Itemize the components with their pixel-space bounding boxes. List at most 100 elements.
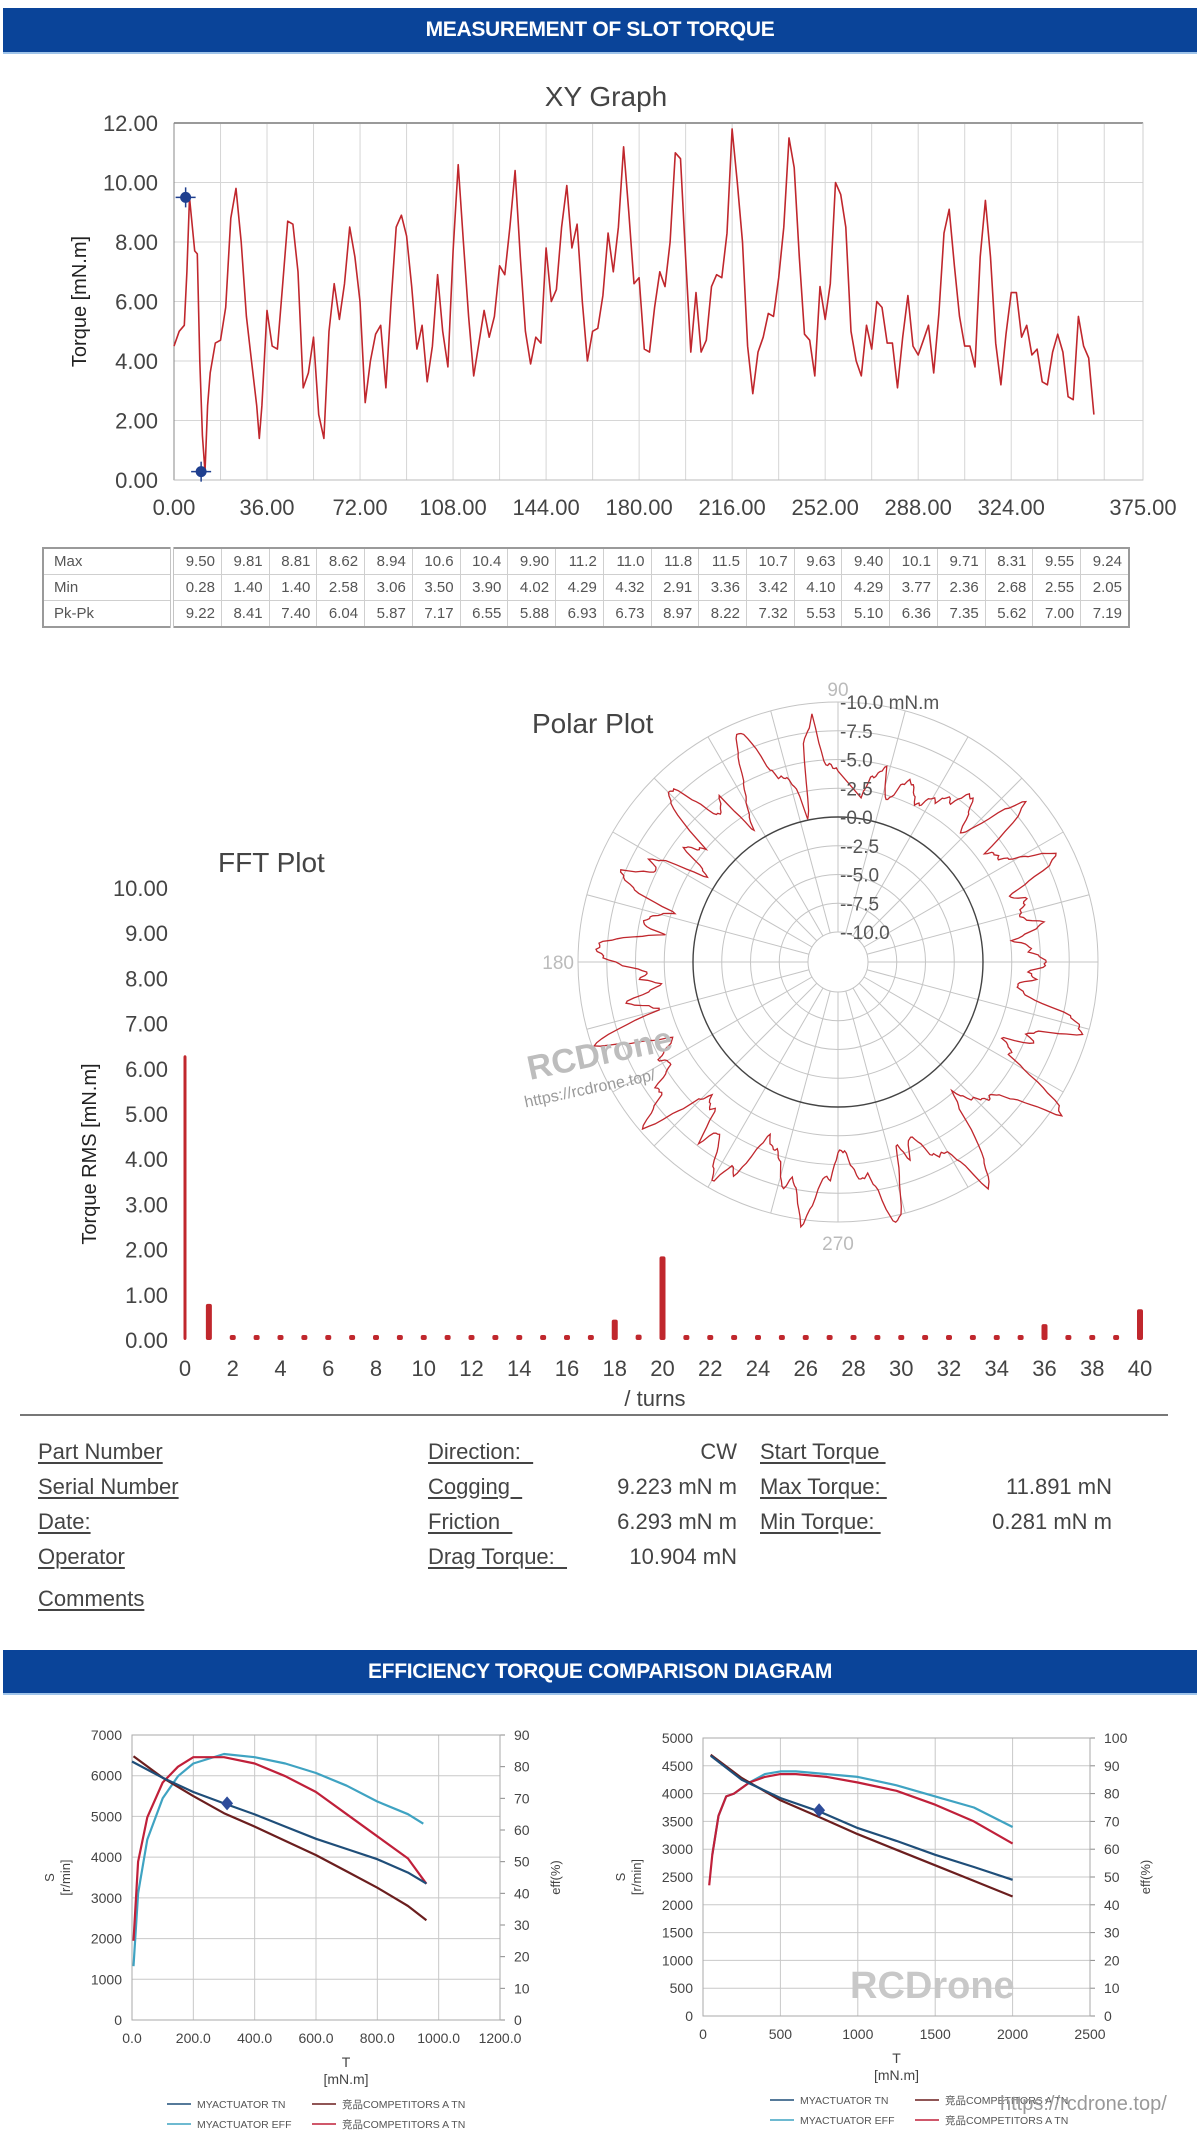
info-label: Part Number [38,1439,163,1464]
fft-bar [802,1335,809,1340]
x-tick-label: 0 [699,2026,707,2042]
y-tick-label: 1000 [91,1971,122,1987]
info-label: Min Torque: [760,1509,881,1534]
x-tick-label: 1000.0 [417,2030,460,2046]
info-value: CW [700,1439,737,1464]
legend-label: 竞品COMPETITORS A TN [945,2114,1068,2127]
y-tick-label: 4000 [91,1849,122,1865]
torque-trace [173,128,1095,473]
x-tick-label: 2 [227,1356,239,1381]
fft-bar [516,1335,523,1340]
y2-tick-label: 30 [514,1917,530,1933]
x-tick-label: 34 [985,1356,1009,1381]
series-line [131,1760,427,1885]
radial-tick-label: --5.0 [840,866,879,887]
stats-cell: 0.28 [171,574,222,601]
stats-cell: 3.06 [364,574,413,601]
stats-cell: 3.90 [459,574,509,601]
stats-cell: 11.8 [650,547,700,575]
legend-label: MYACTUATOR EFF [197,2119,292,2131]
fft-bar [826,1335,833,1340]
y-tick-label: 5000 [662,1730,693,1746]
stats-cell: 1.40 [268,574,318,601]
y-tick-label: 2500 [662,1869,693,1885]
y-tick-label: 0 [114,2012,122,2028]
y2-tick-label: 20 [514,1949,530,1965]
y-tick-label: 8.00 [125,966,168,991]
stats-row: Pk-Pk 9.22 8.41 7.40 6.04 5.87 7.17 6.55 5.88 6.9… [42,600,1130,628]
y2-tick-label: 0 [514,2012,522,2028]
stats-cell: 6.73 [602,600,652,628]
stats-cell: 8.41 [220,600,270,628]
legend-label: 竞品COMPETITORS A TN [342,2098,465,2111]
y2-tick-label: 40 [1104,1897,1120,1913]
efficiency-chart-right: 0 500 1000 1500 2000 250005001000150020002500… [613,1730,1167,2127]
stats-cell: 9.55 [1032,547,1082,575]
y-tick-label: 3000 [91,1890,122,1906]
radial-tick-label: -2.5 [840,779,873,800]
y-tick-label: 7000 [91,1727,122,1743]
radial-tick-label: --2.5 [840,837,879,858]
stats-cell: 3.36 [698,574,747,601]
y-tick-label: 10.00 [113,876,168,901]
fft-bar [898,1335,905,1340]
y-axis-label: Torque [mN.m] [69,236,91,367]
y-tick-label: 4.00 [125,1147,168,1172]
fft-bar [874,1335,881,1340]
info-label: Start Torque [760,1439,886,1464]
y-tick-label: 6.00 [115,290,158,315]
stats-cell: 9.71 [936,547,986,575]
y2-tick-label: 60 [1104,1841,1120,1857]
stats-cell: 3.77 [889,574,938,601]
info-label: Direction: [428,1439,534,1464]
stats-cell: 6.36 [889,600,938,628]
x-axis-label: T [892,2050,901,2066]
info-value: 6.293 mN m [617,1509,737,1534]
y-tick-label: 9.00 [125,921,168,946]
x-axis-label: / turns [624,1386,685,1411]
stats-cell: 4.32 [602,574,652,601]
x-tick-label: 72.00 [333,495,388,520]
stats-cell: 9.22 [171,600,222,628]
x-tick-label: 10 [412,1356,436,1381]
stats-cell: 2.36 [936,574,986,601]
x-tick-label: 30 [889,1356,913,1381]
y2-axis-label: eff(%) [548,1860,563,1894]
x-tick-label: 22 [698,1356,722,1381]
x-tick-label: 4 [274,1356,286,1381]
y-tick-label: 3000 [662,1841,693,1857]
y2-tick-label: 10 [1104,1980,1120,1996]
y2-tick-label: 90 [1104,1758,1120,1774]
x-tick-label: 144.00 [512,495,579,520]
y-axis-label: S [42,1873,57,1882]
fft-bar [468,1335,475,1340]
series-line [708,1772,1014,1886]
stats-cell: 5.88 [507,600,557,628]
polar-trace [592,713,1084,1229]
info-value: 10.904 mN [629,1544,737,1569]
y-tick-label: 3.00 [125,1192,168,1217]
fft-bar [325,1335,332,1340]
y-tick-label: 500 [670,1980,694,1996]
stats-row: Min 0.28 1.40 1.40 2.58 3.06 3.50 3.90 4.02 4.29 4… [42,574,1130,601]
x-axis-unit: [mN.m] [874,2067,919,2083]
section-title: EFFICIENCY TORQUE COMPARISON DIAGRAM [367,1660,833,1683]
fft-bar [1089,1335,1096,1340]
y-tick-label: 6.00 [125,1057,168,1082]
x-tick-label: 0 [179,1356,191,1381]
info-value: 9.223 mN m [617,1474,737,1499]
series-line [132,1756,428,1941]
fft-bar [229,1335,236,1340]
stats-cell: 9.90 [507,547,557,575]
y2-tick-label: 20 [1104,1952,1120,1968]
section-divider [20,1414,1168,1416]
stats-cell: 7.40 [268,600,318,628]
x-tick-label: 24 [746,1356,770,1381]
y-tick-label: 0.00 [125,1328,168,1353]
stats-cell: 6.93 [555,600,604,628]
y-tick-label: 1.00 [125,1283,168,1308]
stats-cell: 9.24 [1080,547,1130,575]
x-tick-label: 600.0 [298,2030,333,2046]
y-tick-label: 1500 [662,1925,693,1941]
fft-bar [205,1303,212,1340]
